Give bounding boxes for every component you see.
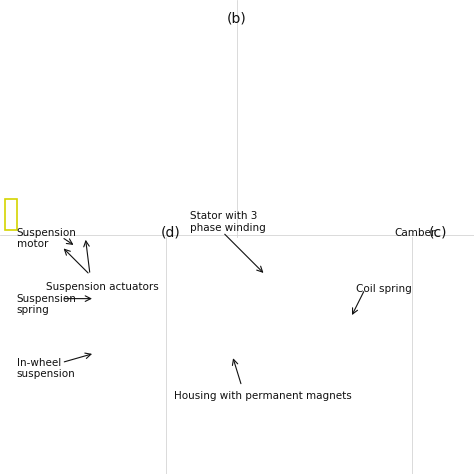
Text: In-wheel
suspension: In-wheel suspension: [17, 358, 75, 380]
Text: Coil spring: Coil spring: [356, 284, 411, 294]
Text: Camber: Camber: [394, 228, 436, 237]
Text: Suspension
motor: Suspension motor: [17, 228, 76, 249]
Text: Suspension actuators: Suspension actuators: [46, 282, 158, 292]
Text: (d): (d): [161, 225, 181, 239]
Text: Stator with 3
phase winding: Stator with 3 phase winding: [190, 211, 265, 233]
Text: (c): (c): [429, 225, 448, 239]
Text: Housing with permanent magnets: Housing with permanent magnets: [174, 391, 352, 401]
Text: Suspension
spring: Suspension spring: [17, 294, 76, 316]
Text: (b): (b): [227, 12, 247, 26]
